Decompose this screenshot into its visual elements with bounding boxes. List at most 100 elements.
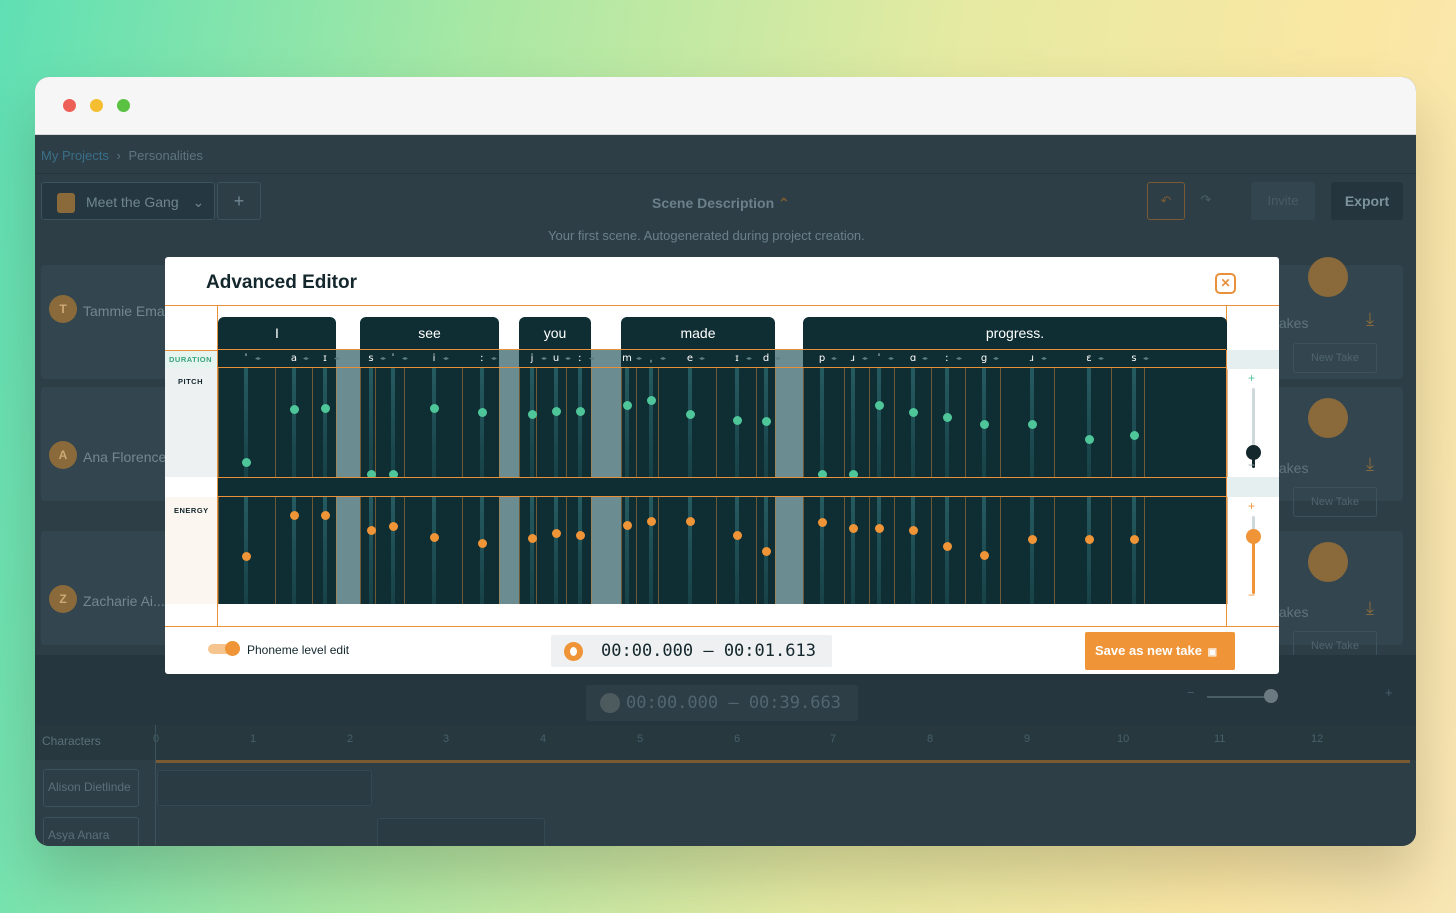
phoneme-boundary[interactable] (519, 368, 520, 477)
phoneme-label[interactable]: g (980, 353, 988, 364)
phoneme-boundary[interactable] (218, 368, 219, 477)
phoneme-label[interactable]: ɪ (323, 353, 327, 364)
duration-handle-icon[interactable]: ◂▸ (746, 356, 753, 362)
energy-point[interactable] (551, 528, 561, 538)
energy-point[interactable] (289, 510, 299, 520)
word-block[interactable]: progress. (803, 317, 1227, 350)
pitch-point[interactable] (685, 409, 695, 419)
pitch-point[interactable] (979, 420, 989, 429)
pitch-point[interactable] (320, 403, 330, 413)
pitch-minus-icon[interactable]: − (1248, 458, 1256, 472)
energy-point[interactable] (477, 538, 487, 548)
phoneme-boundary[interactable] (404, 368, 405, 477)
toggle-knob[interactable] (225, 641, 240, 656)
duration-handle-icon[interactable]: ◂▸ (1041, 356, 1048, 362)
zoom-in-icon[interactable]: + (1385, 685, 1393, 700)
track-name[interactable]: Asya Anara (43, 817, 139, 846)
play-icon[interactable] (564, 642, 583, 661)
phoneme-label[interactable]: ˈ (244, 353, 248, 364)
phoneme-boundary[interactable] (869, 368, 870, 477)
duration-handle-icon[interactable]: ◂▸ (699, 356, 706, 362)
phoneme-boundary[interactable] (658, 497, 659, 604)
playhead-line[interactable] (155, 725, 156, 845)
phoneme-boundary[interactable] (894, 497, 895, 604)
duration-handle-icon[interactable]: ◂▸ (831, 356, 838, 362)
pitch-point[interactable] (289, 405, 299, 414)
scene-description-toggle[interactable]: Scene Description ⌃ (652, 195, 790, 212)
phoneme-boundary[interactable] (894, 368, 895, 477)
phoneme-boundary[interactable] (360, 368, 361, 477)
phoneme-label[interactable]: ː (480, 353, 484, 364)
energy-point[interactable] (622, 521, 632, 531)
phoneme-boundary[interactable] (1000, 368, 1001, 477)
phoneme-boundary[interactable] (1054, 368, 1055, 477)
phoneme-boundary[interactable] (803, 497, 804, 604)
phoneme-boundary[interactable] (844, 368, 845, 477)
energy-plus-icon[interactable]: + (1248, 499, 1256, 513)
phoneme-boundary[interactable] (404, 497, 405, 604)
phoneme-label[interactable]: u (552, 353, 560, 364)
play-icon[interactable] (1308, 542, 1348, 582)
phoneme-boundary[interactable] (636, 497, 637, 604)
phoneme-boundary[interactable] (312, 368, 313, 477)
energy-point[interactable] (241, 552, 251, 562)
energy-point[interactable] (527, 534, 537, 544)
zoom-slider-track[interactable] (1207, 696, 1277, 698)
phoneme-label[interactable]: s (368, 353, 374, 364)
phoneme-boundary[interactable] (462, 368, 463, 477)
phoneme-label[interactable]: d (762, 353, 770, 364)
phoneme-boundary[interactable] (591, 497, 592, 604)
phoneme-label[interactable]: ː (945, 353, 949, 364)
phoneme-boundary[interactable] (716, 497, 717, 604)
phoneme-label[interactable]: ɹ (850, 353, 856, 364)
phoneme-label[interactable]: i (432, 353, 436, 364)
phoneme-boundary[interactable] (566, 368, 567, 477)
phoneme-boundary[interactable] (375, 497, 376, 604)
pitch-point[interactable] (761, 417, 771, 426)
energy-point[interactable] (1084, 535, 1094, 545)
phoneme-boundary[interactable] (519, 497, 520, 604)
phoneme-boundary[interactable] (336, 368, 337, 477)
duration-row[interactable]: ˈ ◂▸ a ◂▸ ɪ ◂▸ s ◂▸ ˈ ◂▸ i ◂▸ ː ◂▸ j ◂▸ u ◂▸ ː ◂▸ m ◂▸ ˌ ◂▸ e ◂▸ ɪ… (218, 349, 1226, 368)
duration-handle-icon[interactable]: ◂▸ (443, 356, 450, 362)
phoneme-level-toggle[interactable] (208, 644, 240, 654)
phoneme-label[interactable]: s (1131, 353, 1137, 364)
phoneme-boundary[interactable] (931, 368, 932, 477)
duration-handle-icon[interactable]: ◂▸ (402, 356, 409, 362)
energy-slider-handle[interactable] (1246, 528, 1261, 544)
duration-handle-icon[interactable]: ◂▸ (660, 356, 667, 362)
breadcrumb-root[interactable]: My Projects (41, 148, 109, 163)
timeline-play-button[interactable] (600, 693, 620, 713)
download-icon[interactable]: ⤓ (1366, 454, 1374, 474)
duration-handle-icon[interactable]: ◂▸ (589, 356, 596, 362)
pitch-point[interactable] (1027, 420, 1037, 429)
word-block[interactable]: you (519, 317, 591, 350)
energy-point[interactable] (732, 531, 742, 541)
energy-point[interactable] (817, 518, 827, 528)
phoneme-boundary[interactable] (312, 497, 313, 604)
phoneme-boundary[interactable] (1144, 497, 1145, 604)
phoneme-boundary[interactable] (375, 368, 376, 477)
duration-handle-icon[interactable]: ◂▸ (922, 356, 929, 362)
phoneme-label[interactable]: j (530, 353, 534, 364)
pitch-point[interactable] (241, 457, 251, 467)
duration-handle-icon[interactable]: ◂▸ (775, 356, 782, 362)
export-button[interactable]: Export (1331, 182, 1403, 220)
pitch-point[interactable] (732, 415, 742, 425)
phoneme-boundary[interactable] (965, 497, 966, 604)
phoneme-boundary[interactable] (536, 368, 537, 477)
undo-button[interactable]: ↶ (1147, 182, 1185, 220)
close-window-button[interactable] (63, 99, 76, 112)
energy-point[interactable] (320, 510, 330, 520)
duration-handle-icon[interactable]: ◂▸ (1098, 356, 1105, 362)
energy-point[interactable] (874, 523, 884, 533)
phoneme-label[interactable]: m (622, 353, 632, 364)
phoneme-boundary[interactable] (965, 368, 966, 477)
energy-point[interactable] (761, 547, 771, 557)
phoneme-boundary[interactable] (869, 497, 870, 604)
scene-selector[interactable]: Meet the Gang ⌄ (41, 182, 215, 220)
phoneme-label[interactable]: p (818, 353, 826, 364)
phoneme-boundary[interactable] (1111, 497, 1112, 604)
energy-point[interactable] (685, 517, 695, 527)
energy-point[interactable] (366, 525, 376, 535)
